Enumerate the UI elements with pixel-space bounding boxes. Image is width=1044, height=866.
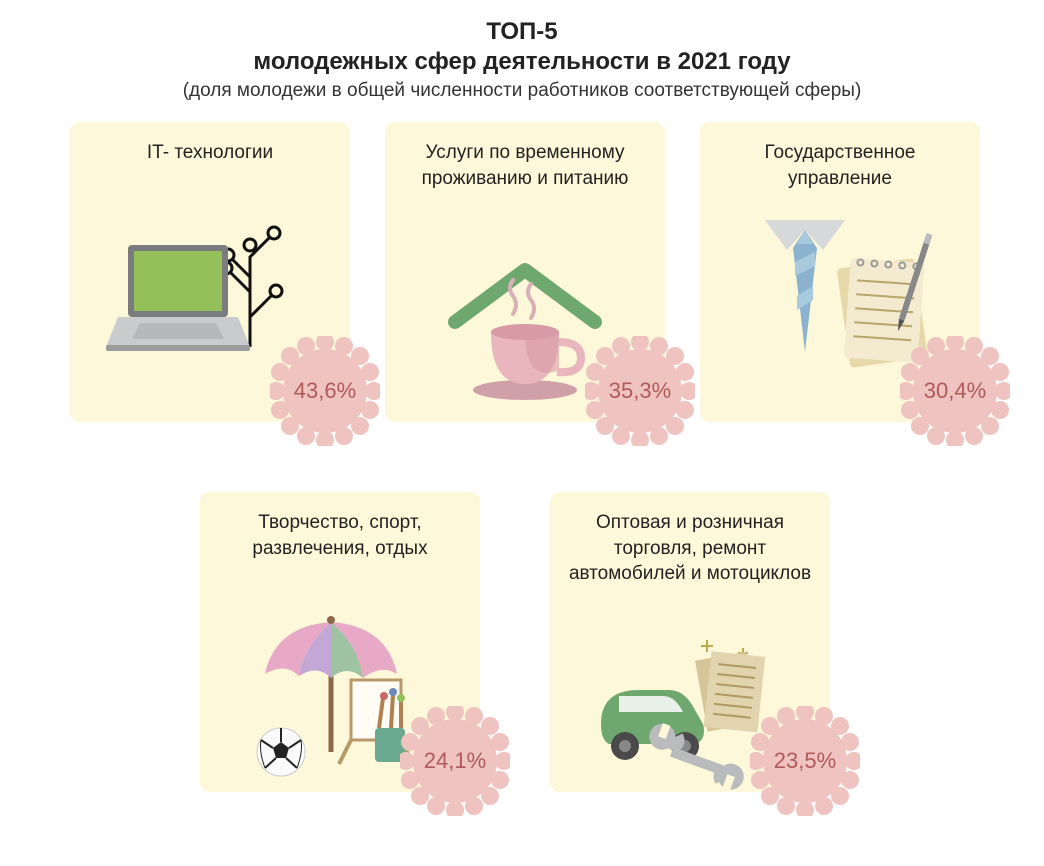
card-retail-label: Оптовая и розничная торговля, ремонт авт… [564,510,816,587]
card-it: IT- технологии [70,122,350,422]
title-line1: ТОП-5 [0,18,1044,46]
badge-gov: 30,4% [900,336,1010,446]
badge-it-value: 43,6% [270,336,380,446]
badge-gov-value: 30,4% [900,336,1010,446]
card-retail: Оптовая и розничная торговля, ремонт авт… [550,492,830,792]
badge-it: 43,6% [270,336,380,446]
badge-lodging: 35,3% [585,336,695,446]
title-line2: молодежных сфер деятельности в 2021 году [0,48,1044,76]
badge-lodging-value: 35,3% [585,336,695,446]
card-leisure-label: Творчество, спорт, развлечения, отдых [214,510,466,561]
badge-leisure-value: 24,1% [400,706,510,816]
card-gov-label: Государственное управление [714,140,966,191]
card-it-label: IT- технологии [84,140,336,166]
badge-retail: 23,5% [750,706,860,816]
card-leisure: Творчество, спорт, развлечения, отдых [200,492,480,792]
badge-leisure: 24,1% [400,706,510,816]
badge-retail-value: 23,5% [750,706,860,816]
subtitle: (доля молодежи в общей численности работ… [0,80,1044,102]
card-lodging: Услуги по временному проживанию и питани… [385,122,665,422]
card-grid: IT- технологии [0,102,1044,852]
card-lodging-label: Услуги по временному проживанию и питани… [399,140,651,191]
header: ТОП-5 молодежных сфер деятельности в 202… [0,0,1044,102]
card-gov: Государственное управление [700,122,980,422]
